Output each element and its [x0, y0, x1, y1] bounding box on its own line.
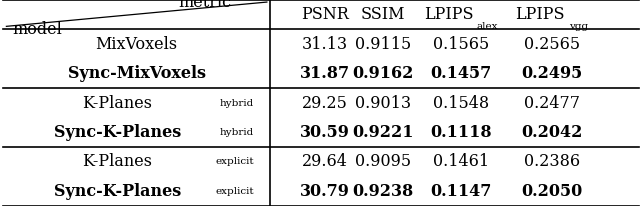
Text: 29.25: 29.25: [302, 95, 348, 111]
Text: 0.9221: 0.9221: [352, 124, 413, 141]
Text: 0.2477: 0.2477: [524, 95, 580, 111]
Text: vgg: vgg: [569, 22, 588, 30]
Text: 0.1118: 0.1118: [430, 124, 492, 141]
Text: 0.2495: 0.2495: [521, 65, 582, 82]
Text: Sync-MixVoxels: Sync-MixVoxels: [68, 65, 205, 82]
Text: hybrid: hybrid: [220, 98, 254, 108]
Text: LPIPS: LPIPS: [515, 6, 565, 23]
Text: 0.1457: 0.1457: [430, 65, 492, 82]
Text: Sync-K-Planes: Sync-K-Planes: [54, 124, 181, 141]
Text: 0.1461: 0.1461: [433, 153, 489, 170]
Text: explicit: explicit: [216, 187, 254, 196]
Text: K-Planes: K-Planes: [83, 153, 152, 170]
Text: 30.79: 30.79: [300, 183, 350, 200]
Text: PSNR: PSNR: [301, 6, 349, 23]
Text: 0.2050: 0.2050: [521, 183, 582, 200]
Text: hybrid: hybrid: [220, 128, 254, 137]
Text: 0.1147: 0.1147: [430, 183, 492, 200]
Text: MixVoxels: MixVoxels: [95, 36, 178, 53]
Text: 0.2565: 0.2565: [524, 36, 580, 53]
Text: LPIPS: LPIPS: [424, 6, 474, 23]
Text: SSIM: SSIM: [360, 6, 405, 23]
Text: 0.9013: 0.9013: [355, 95, 411, 111]
Text: alex: alex: [477, 22, 499, 30]
Text: 0.9238: 0.9238: [352, 183, 413, 200]
Text: 31.13: 31.13: [302, 36, 348, 53]
Text: 30.59: 30.59: [300, 124, 350, 141]
Text: Sync-K-Planes: Sync-K-Planes: [54, 183, 181, 200]
Text: 31.87: 31.87: [300, 65, 350, 82]
Text: 0.2042: 0.2042: [521, 124, 582, 141]
Text: 0.1565: 0.1565: [433, 36, 489, 53]
Text: K-Planes: K-Planes: [83, 95, 152, 111]
Text: 29.64: 29.64: [302, 153, 348, 170]
Text: 0.2386: 0.2386: [524, 153, 580, 170]
Text: 0.9115: 0.9115: [355, 36, 411, 53]
Text: metric: metric: [179, 0, 232, 11]
Text: model: model: [13, 21, 63, 38]
Text: 0.1548: 0.1548: [433, 95, 489, 111]
Text: 0.9095: 0.9095: [355, 153, 411, 170]
Text: 0.9162: 0.9162: [352, 65, 413, 82]
Text: explicit: explicit: [216, 157, 254, 166]
